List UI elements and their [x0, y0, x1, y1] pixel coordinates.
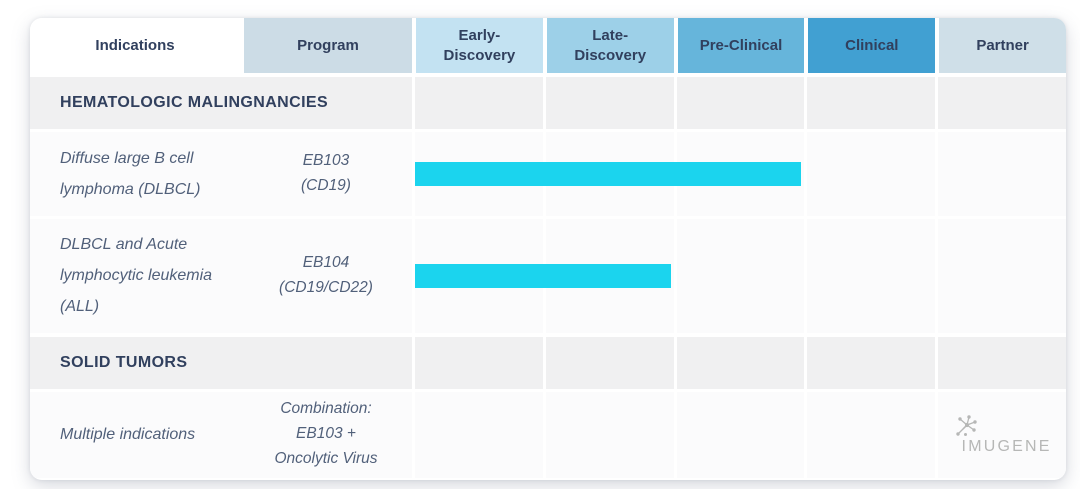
- program-cell: EB104 (CD19/CD22): [240, 219, 412, 333]
- section-row-solid-tumors: SOLID TUMORS: [30, 336, 1066, 389]
- imugene-logo: IMUGENE: [953, 414, 1052, 456]
- header-row: Indications Program Early- Discovery Lat…: [30, 18, 1066, 73]
- pipeline-row-eb103: Diffuse large B cell lymphoma (DLBCL) EB…: [30, 132, 1066, 216]
- stage-cell: [804, 391, 936, 478]
- column-header-program: Program: [240, 18, 412, 73]
- indication-text: DLBCL and Acute lymphocytic leukemia (AL…: [60, 236, 213, 316]
- stage-cell: [804, 336, 936, 389]
- indication-text: Multiple indications: [60, 425, 196, 443]
- column-header-early-discovery: Early- Discovery: [412, 18, 543, 73]
- column-header-partner: Partner: [935, 18, 1066, 73]
- column-header-pre-clinical: Pre-Clinical: [673, 18, 805, 73]
- program-cell: Combination: EB103 + Oncolytic Virus: [240, 391, 412, 478]
- column-header-label: Clinical: [845, 36, 899, 54]
- stage-cell: [935, 77, 1066, 129]
- column-header-clinical: Clinical: [804, 18, 936, 73]
- stage-cell: [804, 132, 936, 216]
- stage-cell: [542, 336, 674, 389]
- partner-cell: IMUGENE: [935, 391, 1066, 478]
- stage-cell: [412, 336, 543, 389]
- section-title: SOLID TUMORS: [30, 336, 412, 389]
- stage-track: [412, 219, 1066, 333]
- column-header-indications: Indications: [30, 18, 240, 73]
- stage-cell: [935, 336, 1066, 389]
- stage-cell: [673, 219, 805, 333]
- section-row-hematologic: HEMATOLOGIC MALINGNANCIES: [30, 77, 1066, 129]
- stage-cell: [804, 77, 936, 129]
- progress-bar-eb104: [415, 263, 671, 288]
- stage-cell: [412, 391, 543, 478]
- program-cell: EB103 (CD19): [240, 132, 412, 216]
- stage-track: IMUGENE: [412, 391, 1066, 478]
- stage-cell: [935, 132, 1066, 216]
- stage-cell: [542, 77, 674, 129]
- stage-cell: [673, 336, 805, 389]
- stage-cell: [412, 77, 543, 129]
- pipeline-table: Indications Program Early- Discovery Lat…: [30, 18, 1066, 480]
- stage-headers: Early- Discovery Late- Discovery Pre-Cli…: [412, 18, 1066, 73]
- section-title: HEMATOLOGIC MALINGNANCIES: [30, 77, 412, 129]
- progress-bar-eb103: [415, 162, 802, 186]
- column-header-label: Late- Discovery: [574, 27, 647, 64]
- stage-cell: [542, 391, 674, 478]
- stage-track: [412, 132, 1066, 216]
- molecule-icon: [955, 414, 981, 443]
- stage-cell: [673, 391, 805, 478]
- stage-cell: [935, 219, 1066, 333]
- section-stage-cells: [412, 336, 1066, 389]
- column-header-label: Pre-Clinical: [699, 36, 783, 54]
- stage-cell: [673, 77, 805, 129]
- section-stage-cells: [412, 77, 1066, 129]
- i-dot: [963, 432, 968, 437]
- column-header-label: Early- Discovery: [443, 27, 516, 64]
- indication-cell: Diffuse large B cell lymphoma (DLBCL): [30, 132, 240, 216]
- indication-text: Diffuse large B cell lymphoma (DLBCL): [60, 149, 201, 198]
- column-header-label: Partner: [976, 36, 1029, 54]
- column-header-label: Indications: [95, 36, 175, 54]
- indication-cell: DLBCL and Acute lymphocytic leukemia (AL…: [30, 219, 240, 333]
- pipeline-row-eb104: DLBCL and Acute lymphocytic leukemia (AL…: [30, 219, 1066, 333]
- pipeline-row-combination: Multiple indications Combination: EB103 …: [30, 391, 1066, 478]
- stage-cell: [804, 219, 936, 333]
- column-header-label: Program: [297, 36, 359, 54]
- column-header-late-discovery: Late- Discovery: [542, 18, 674, 73]
- indication-cell: Multiple indications: [30, 391, 240, 478]
- imugene-wordmark: IMUGENE: [962, 432, 1052, 456]
